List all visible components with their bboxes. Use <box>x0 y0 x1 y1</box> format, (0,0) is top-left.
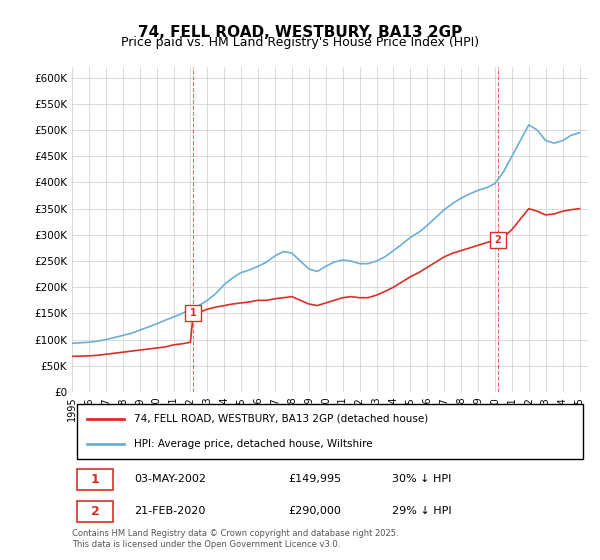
FancyBboxPatch shape <box>77 469 113 491</box>
Text: Contains HM Land Registry data © Crown copyright and database right 2025.
This d: Contains HM Land Registry data © Crown c… <box>72 529 398 549</box>
Text: Price paid vs. HM Land Registry's House Price Index (HPI): Price paid vs. HM Land Registry's House … <box>121 36 479 49</box>
Text: HPI: Average price, detached house, Wiltshire: HPI: Average price, detached house, Wilt… <box>134 438 373 449</box>
Text: 30% ↓ HPI: 30% ↓ HPI <box>392 474 451 484</box>
Text: 21-FEB-2020: 21-FEB-2020 <box>134 506 205 516</box>
Text: £290,000: £290,000 <box>289 506 341 516</box>
Text: 29% ↓ HPI: 29% ↓ HPI <box>392 506 452 516</box>
Text: 2: 2 <box>494 235 501 245</box>
Text: 74, FELL ROAD, WESTBURY, BA13 2GP: 74, FELL ROAD, WESTBURY, BA13 2GP <box>138 25 462 40</box>
Text: 74, FELL ROAD, WESTBURY, BA13 2GP (detached house): 74, FELL ROAD, WESTBURY, BA13 2GP (detac… <box>134 414 428 424</box>
Text: 1: 1 <box>190 309 197 319</box>
Text: 2: 2 <box>91 505 100 518</box>
Text: £149,995: £149,995 <box>289 474 342 484</box>
FancyBboxPatch shape <box>77 501 113 522</box>
Text: 03-MAY-2002: 03-MAY-2002 <box>134 474 206 484</box>
FancyBboxPatch shape <box>77 404 583 459</box>
Text: 1: 1 <box>91 473 100 486</box>
